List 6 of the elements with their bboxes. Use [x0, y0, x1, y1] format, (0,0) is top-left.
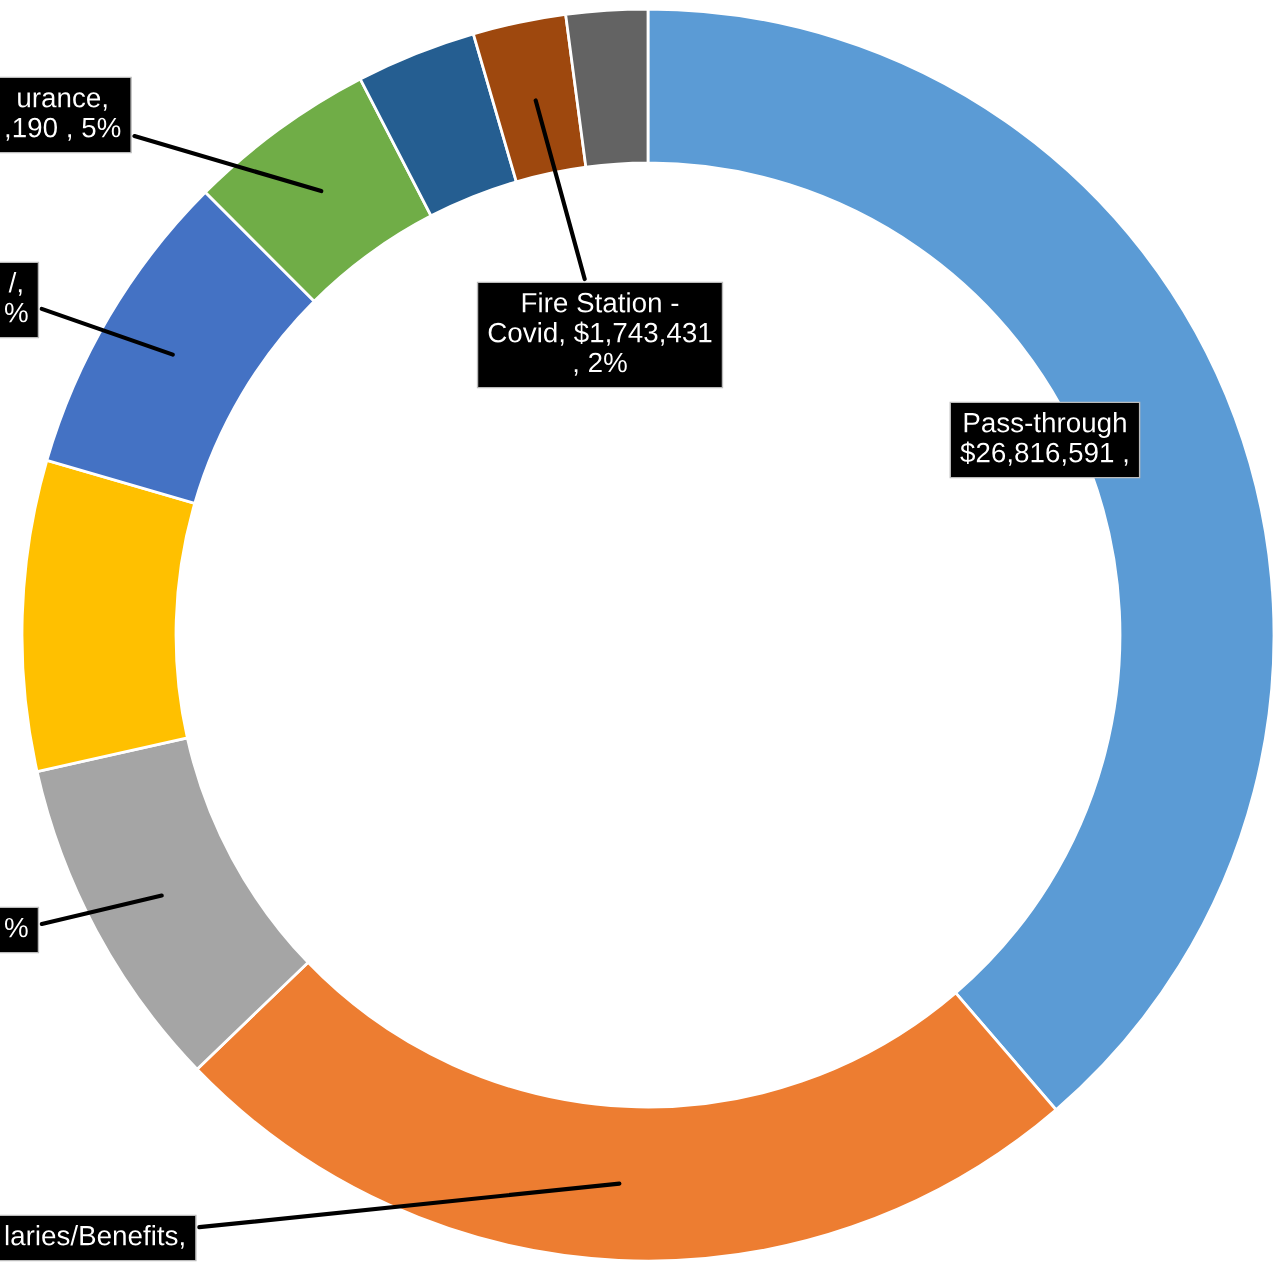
data-label: laries/Benefits, — [5, 1225, 184, 1249]
data-label: % — [4, 917, 28, 938]
data-label: /, % — [4, 272, 28, 323]
data-label: Fire Station - Covid, $1,743,431 , 2% — [488, 292, 712, 376]
data-label: Pass-through $26,816,591 , — [960, 412, 1128, 466]
data-label: urance, ,190 , 5% — [6, 92, 121, 141]
